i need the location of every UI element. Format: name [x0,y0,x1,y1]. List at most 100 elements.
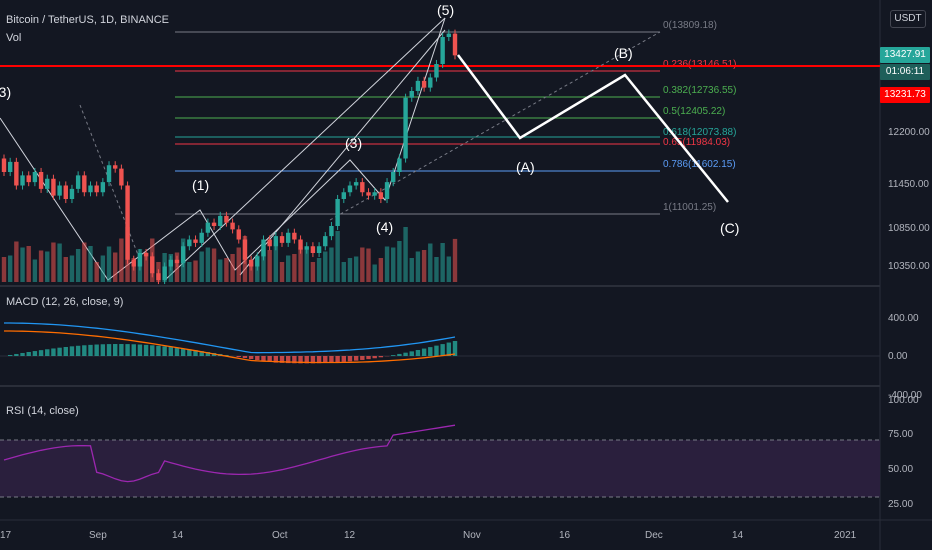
macd-hist-bar [347,356,353,362]
volume-bar [113,252,118,282]
macd-hist-bar [323,356,328,363]
macd-hist-bar [304,356,309,364]
fib-label-05: 0.5(12405.22) [663,106,725,117]
volume-bar [415,251,421,282]
volume-indicator-title[interactable]: Vol [6,32,22,44]
fib-label-1: 1(11001.25) [663,202,716,213]
candle [199,232,204,243]
channel-upper-line[interactable] [164,17,446,281]
macd-indicator-title[interactable]: MACD (12, 26, close, 9) [6,296,124,308]
macd-hist-bar [156,345,161,356]
dashed-downtrend-line[interactable] [79,104,141,261]
macd-hist-bar [353,356,359,361]
macd-hist-bar [180,348,186,356]
volume-bar [26,246,31,282]
wave-label-c: (C) [720,220,739,236]
candle [378,192,384,199]
candle [51,178,56,196]
volume-bar [168,254,174,282]
elliott-wave-path[interactable] [0,17,446,281]
candle [366,192,371,196]
macd-hist-bar [366,356,371,360]
volume-bar [57,243,62,282]
price-tick-11450: 11450.00 [888,179,929,190]
candle [7,161,13,172]
candle [205,222,211,233]
macd-hist-bar [20,352,25,356]
wave-label-3-left: (3) [0,84,11,100]
candle [397,158,402,172]
volume-bar [45,251,50,282]
candle [230,222,235,230]
macd-hist-bar [452,340,458,356]
volume-bar [14,241,19,282]
macd-hist-bar [193,350,198,356]
volume-bar [378,258,384,282]
candle [218,215,223,226]
fib-retracement[interactable] [175,31,660,215]
time-tick-14b: 14 [732,530,744,541]
volume-bar [446,256,452,282]
currency-button[interactable]: USDT [890,10,926,28]
macd-hist-bar [205,352,211,356]
volume-bar [421,250,427,282]
volume-bar [106,246,112,282]
volume-bar [353,256,359,282]
volume-bar [137,249,143,282]
macd-hist-bar [82,345,87,356]
volume-bar [347,258,353,282]
macd-hist-bar [236,356,241,358]
volume-bar [94,262,99,282]
candle [409,91,414,98]
macd-hist-bar [409,351,414,356]
macd-hist-bar [434,345,439,356]
macd-hist-bar [316,356,322,364]
symbol-title[interactable]: Bitcoin / TetherUS, 1D, BINANCE [6,14,170,26]
projection-path[interactable] [456,54,729,203]
fib-label-065: 0.65(11984.03) [663,137,730,148]
macd-hist-bar [279,356,285,363]
fib-label-0786: 0.786(11602.15) [663,159,736,170]
rsi-indicator-title[interactable]: RSI (14, close) [6,405,79,417]
candle [63,185,68,199]
candles-group[interactable] [1,29,458,285]
candle [88,185,93,193]
macd-hist-bar [69,346,75,356]
volume-bar [230,254,235,282]
wave-label-a: (A) [516,159,535,175]
macd-hist-bar [224,354,229,356]
candle [384,182,390,199]
volume-group [1,227,458,282]
time-tick-12: 12 [344,530,356,541]
macd-hist-bar [372,356,377,359]
candle [273,236,279,247]
macd-hist-bar [285,356,291,364]
volume-bar [119,238,124,282]
macd-hist-bar [378,356,384,358]
dashed-trend-line[interactable] [329,31,661,221]
candle [452,33,458,56]
macd-hist-bar [38,350,44,356]
macd-hist-bar [125,344,130,356]
channel-lower-line[interactable] [239,29,446,276]
candle [14,161,19,186]
volume-bar [174,252,180,282]
candle [267,239,272,247]
candle [440,37,445,64]
volume-bar [273,243,279,282]
macd-hist-bar [242,356,248,359]
macd-hist-bar [440,344,445,356]
macd-hist-bar [137,344,143,356]
volume-bar [279,262,285,282]
macd-hist-bar [174,347,180,356]
fib-label-0618: 0.618(12073.88) [663,127,736,138]
candle [125,185,130,260]
wave-label-3: (3) [345,135,362,151]
candle [304,246,309,250]
volume-bar [298,247,303,282]
volume-bar [7,255,13,282]
candle [403,97,408,159]
candle [224,215,229,223]
marked-price-badge: 13231.73 [880,87,930,103]
